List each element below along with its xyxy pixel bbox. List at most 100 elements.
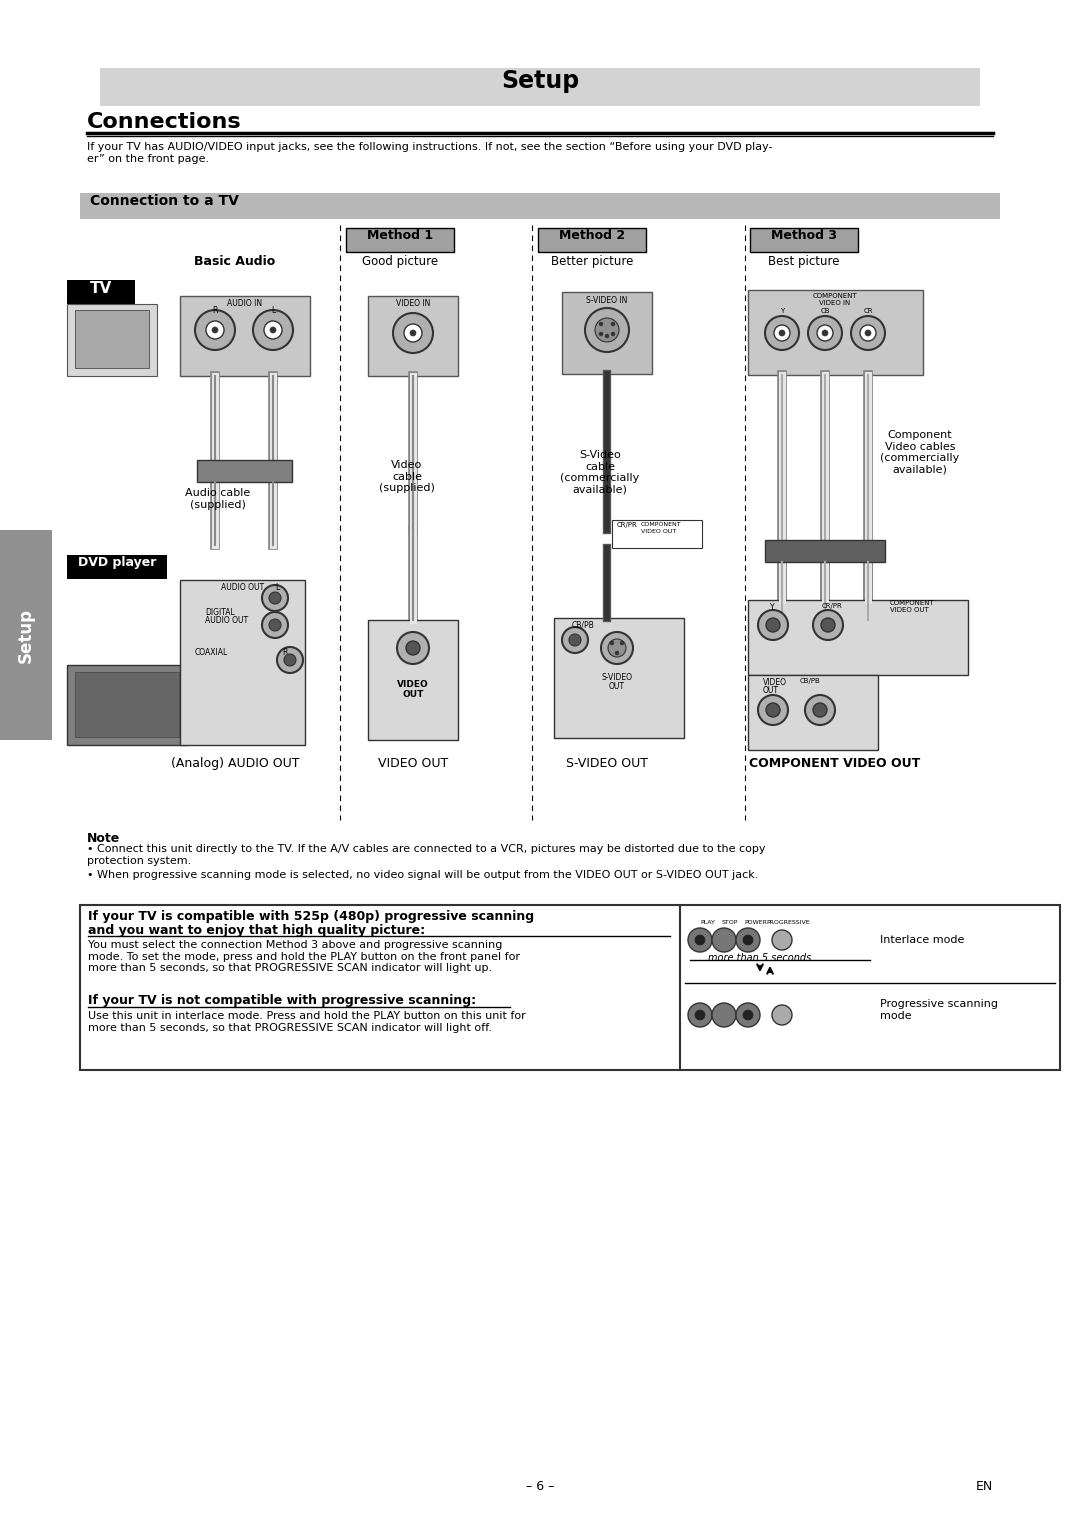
Bar <box>748 290 923 374</box>
Text: CB/PB: CB/PB <box>800 678 821 685</box>
Bar <box>197 460 292 481</box>
Text: VIDEO: VIDEO <box>397 680 429 689</box>
Circle shape <box>406 642 420 656</box>
Circle shape <box>758 610 788 640</box>
Text: VIDEO IN: VIDEO IN <box>395 299 430 309</box>
Text: TV: TV <box>90 281 112 296</box>
Text: VIDEO OUT: VIDEO OUT <box>890 607 929 613</box>
Circle shape <box>808 316 842 350</box>
Text: Interlace mode: Interlace mode <box>880 935 964 944</box>
Circle shape <box>562 626 588 652</box>
Text: – 6 –: – 6 – <box>526 1481 554 1493</box>
Bar <box>748 601 968 675</box>
Circle shape <box>743 935 753 944</box>
Bar <box>748 675 878 750</box>
Circle shape <box>608 639 626 657</box>
Circle shape <box>393 313 433 353</box>
Circle shape <box>766 617 780 633</box>
Text: Connections: Connections <box>87 112 242 131</box>
Circle shape <box>805 695 835 724</box>
Circle shape <box>605 335 609 338</box>
Circle shape <box>410 330 416 336</box>
Circle shape <box>611 322 615 325</box>
Text: OUT: OUT <box>403 691 423 698</box>
Text: R: R <box>213 306 218 315</box>
Text: PROGRESSIVE: PROGRESSIVE <box>766 920 810 924</box>
Text: CR/PR: CR/PR <box>822 604 842 610</box>
Text: COMPONENT: COMPONENT <box>812 293 858 299</box>
Bar <box>538 228 646 252</box>
Text: Video
cable
(supplied): Video cable (supplied) <box>379 460 435 494</box>
Circle shape <box>253 310 293 350</box>
Text: VIDEO OUT: VIDEO OUT <box>642 529 676 533</box>
Circle shape <box>615 651 619 656</box>
Text: Progressive scanning
mode: Progressive scanning mode <box>880 999 998 1021</box>
Bar <box>67 280 135 304</box>
Circle shape <box>772 1005 792 1025</box>
Circle shape <box>774 325 789 341</box>
Text: Method 2: Method 2 <box>559 229 625 241</box>
Text: AUDIO IN: AUDIO IN <box>228 299 262 309</box>
Circle shape <box>813 610 843 640</box>
Circle shape <box>269 619 281 631</box>
Text: OUT: OUT <box>609 681 625 691</box>
Text: S-VIDEO: S-VIDEO <box>602 672 633 681</box>
Circle shape <box>262 585 288 611</box>
Text: Connection to a TV: Connection to a TV <box>90 194 239 208</box>
Circle shape <box>851 316 885 350</box>
Text: PLAY: PLAY <box>701 920 715 924</box>
Circle shape <box>585 309 629 351</box>
Circle shape <box>599 332 603 336</box>
Bar <box>67 555 167 579</box>
Circle shape <box>779 330 785 336</box>
Text: Setup: Setup <box>501 69 579 93</box>
Circle shape <box>821 617 835 633</box>
Circle shape <box>404 324 422 342</box>
Circle shape <box>688 1002 712 1027</box>
Text: • Connect this unit directly to the TV. If the A/V cables are connected to a VCR: • Connect this unit directly to the TV. … <box>87 843 766 865</box>
Text: Method 3: Method 3 <box>771 229 837 241</box>
Bar <box>562 292 652 374</box>
Bar <box>554 617 684 738</box>
Text: R: R <box>282 648 287 657</box>
Circle shape <box>264 321 282 339</box>
Circle shape <box>696 935 705 944</box>
Text: Component
Video cables
(commercially
available): Component Video cables (commercially ava… <box>880 429 960 475</box>
Circle shape <box>735 1002 760 1027</box>
Text: STOP: STOP <box>721 920 739 924</box>
Circle shape <box>611 332 615 336</box>
Text: DIGITAL: DIGITAL <box>205 608 234 617</box>
Bar <box>75 672 179 736</box>
Text: AUDIO OUT: AUDIO OUT <box>205 616 248 625</box>
Text: If your TV is compatible with 525p (480p) progressive scanning: If your TV is compatible with 525p (480p… <box>87 911 535 923</box>
Circle shape <box>712 1002 735 1027</box>
Bar <box>80 905 1059 1070</box>
Bar <box>612 520 702 549</box>
Text: S-VIDEO IN: S-VIDEO IN <box>586 296 627 306</box>
Bar <box>750 228 858 252</box>
Text: You must select the connection Method 3 above and progressive scanning
mode. To : You must select the connection Method 3 … <box>87 940 519 973</box>
Text: COMPONENT: COMPONENT <box>642 523 681 527</box>
Circle shape <box>569 634 581 646</box>
Text: CR: CR <box>863 309 873 313</box>
Text: L: L <box>271 306 275 315</box>
Text: COAXIAL: COAXIAL <box>195 648 228 657</box>
Text: OUT: OUT <box>762 686 779 695</box>
Circle shape <box>816 325 833 341</box>
Text: Best picture: Best picture <box>768 255 840 267</box>
Text: COMPONENT VIDEO OUT: COMPONENT VIDEO OUT <box>750 756 920 770</box>
Circle shape <box>284 654 296 666</box>
Text: Y: Y <box>770 604 774 613</box>
Circle shape <box>688 927 712 952</box>
Circle shape <box>735 927 760 952</box>
Text: Audio cable
(supplied): Audio cable (supplied) <box>186 487 251 510</box>
Text: If your TV is not compatible with progressive scanning:: If your TV is not compatible with progre… <box>87 995 476 1007</box>
Text: Note: Note <box>87 833 120 845</box>
Bar <box>346 228 454 252</box>
Text: CB: CB <box>820 309 829 313</box>
Circle shape <box>270 327 276 333</box>
Text: S-VIDEO OUT: S-VIDEO OUT <box>566 756 648 770</box>
Circle shape <box>599 322 603 325</box>
Text: VIDEO OUT: VIDEO OUT <box>378 756 448 770</box>
Bar <box>67 665 187 746</box>
